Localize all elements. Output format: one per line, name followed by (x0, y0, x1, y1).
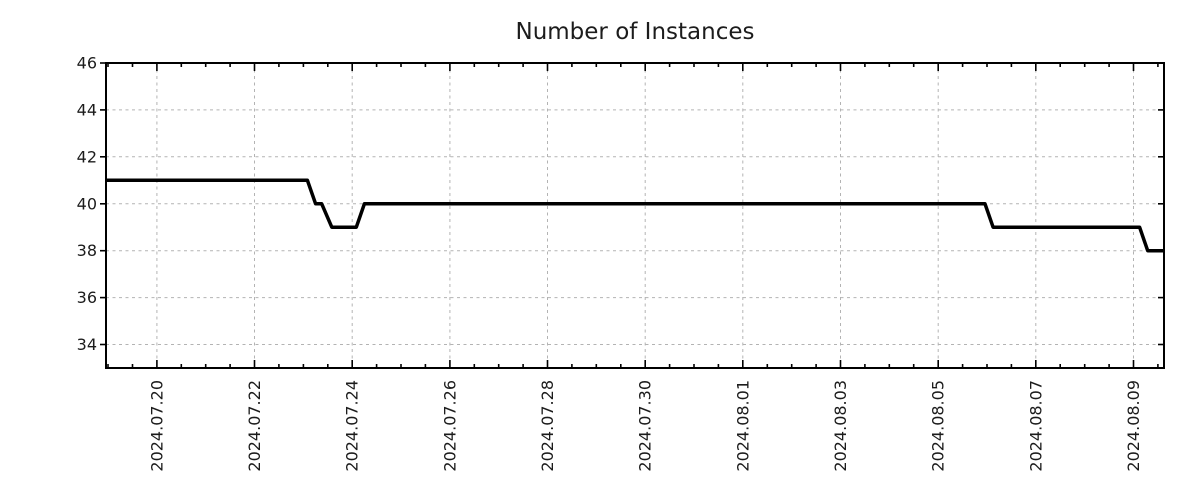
plot-border (105, 62, 1165, 369)
y-tick-label: 40 (77, 194, 97, 213)
y-tick-label: 42 (77, 147, 97, 166)
y-tick-label: 36 (77, 288, 97, 307)
x-tick-label: 2024.08.09 (1124, 380, 1143, 472)
x-axis-labels: 2024.07.20 2024.07.22 2024.07.24 2024.07.26… (147, 380, 1143, 472)
y-tick-label: 38 (77, 241, 97, 260)
grid-lines (106, 62, 1164, 368)
x-tick-label: 2024.07.26 (440, 380, 459, 472)
y-axis-labels: 34 36 38 40 42 44 46 (77, 54, 97, 355)
axis-ticks (100, 62, 1164, 368)
x-tick-label: 2024.07.20 (147, 380, 166, 472)
x-tick-label: 2024.08.05 (929, 380, 948, 472)
x-tick-label: 2024.07.28 (538, 380, 557, 472)
y-tick-label: 34 (77, 335, 97, 354)
x-tick-label: 2024.07.24 (343, 380, 362, 472)
data-series (106, 178, 1164, 253)
y-tick-label: 46 (77, 54, 97, 73)
x-tick-label: 2024.08.01 (733, 380, 752, 472)
x-tick-label: 2024.07.30 (636, 380, 655, 472)
x-tick-label: 2024.08.07 (1026, 380, 1045, 472)
chart-title: Number of Instances (516, 19, 755, 45)
x-tick-label: 2024.07.22 (245, 380, 264, 472)
series-line-instances (106, 178, 1164, 253)
y-tick-label: 44 (77, 100, 97, 119)
x-tick-label: 2024.08.03 (831, 380, 850, 472)
